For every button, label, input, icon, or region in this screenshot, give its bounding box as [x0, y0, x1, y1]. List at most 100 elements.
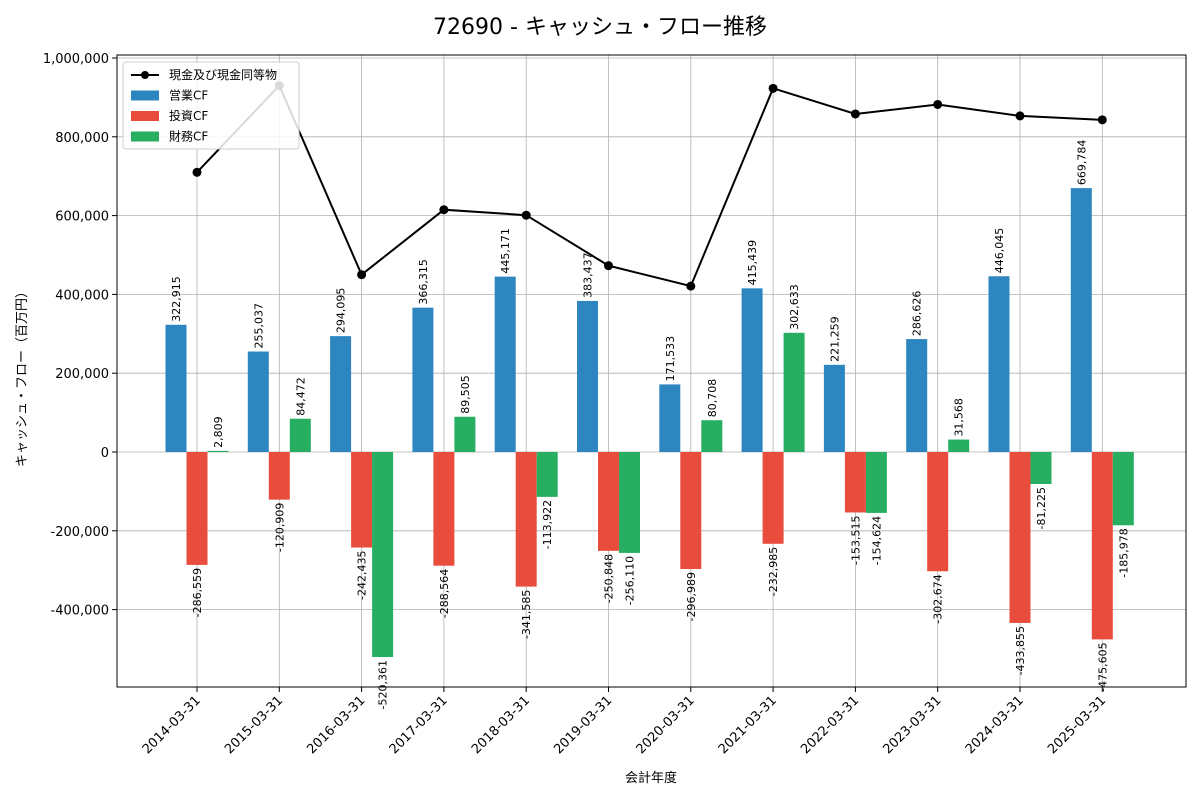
bar-value-label: -286,559	[191, 568, 204, 617]
cash-equivalents-point	[357, 270, 367, 280]
bar-value-label: 446,045	[993, 228, 1006, 274]
bar-value-label: 286,626	[911, 291, 924, 337]
bar-value-label: 84,472	[294, 377, 307, 416]
y-tick-label: 600,000	[55, 210, 109, 225]
cash-equivalents-point	[1097, 115, 1107, 125]
cash-equivalents-point	[604, 261, 613, 271]
bar-value-label: 255,037	[252, 303, 265, 349]
cash-equivalents-point	[850, 109, 860, 119]
y-axis-label: キャッシュ・フロー（百万円）	[15, 285, 30, 467]
bar-value-label: -250,848	[603, 554, 616, 603]
bar-value-label: -81,225	[1035, 487, 1048, 529]
y-tick-label: -400,000	[51, 604, 109, 619]
y-tick-label: 200,000	[55, 367, 109, 382]
bar-operating	[165, 324, 187, 452]
bar-value-label: 366,315	[417, 259, 430, 305]
bar-financing	[207, 450, 229, 452]
bar-value-label: 383,437	[582, 252, 595, 298]
bar-operating	[494, 276, 516, 452]
legend-label: 営業CF	[169, 89, 208, 103]
bar-value-label: -120,909	[273, 503, 286, 552]
bar-value-label: 89,505	[459, 375, 472, 414]
cash-equivalents-line	[196, 83, 1103, 288]
bar-operating	[1070, 188, 1092, 452]
bar-value-label: -185,978	[1117, 528, 1130, 577]
bar-value-label: -520,361	[377, 660, 390, 709]
data-labels-layer: 322,915 255,037 294,095 366,315 445,171 383,4…	[170, 140, 1130, 710]
bar-financing	[372, 452, 394, 658]
bar-investing	[186, 452, 208, 565]
bar-financing	[1030, 452, 1052, 485]
bar-operating	[577, 300, 598, 452]
cash-equivalents-point	[521, 210, 531, 220]
bar-investing	[433, 452, 455, 566]
legend-box	[122, 61, 300, 150]
bars-layer	[165, 188, 1134, 658]
bar-financing	[701, 420, 723, 452]
bar-financing	[783, 332, 805, 452]
bar-financing	[454, 416, 476, 452]
bar-value-label: -154,624	[870, 516, 883, 565]
cash-equivalents-point	[439, 205, 449, 215]
bar-investing	[1091, 452, 1113, 640]
chart-title: 72690 - キャッシュ・フロー推移	[433, 15, 767, 40]
bar-value-label: 2,809	[212, 416, 225, 448]
legend-label: 投資CF	[169, 108, 208, 123]
bar-operating	[906, 339, 928, 452]
legend-bar-swatch	[131, 111, 159, 121]
bar-value-label: -232,985	[767, 547, 780, 596]
bar-operating	[330, 336, 352, 452]
bar-value-label: -475,605	[1096, 642, 1109, 691]
legend-label: 財務CF	[169, 129, 208, 144]
bar-financing	[948, 439, 970, 452]
bar-value-label: -288,564	[438, 569, 451, 618]
bar-investing	[598, 452, 619, 551]
cash-equivalents-point	[1015, 111, 1025, 121]
y-tick-label: 400,000	[55, 288, 109, 303]
legend-bar-swatch	[131, 131, 159, 142]
bar-investing	[927, 452, 949, 572]
bar-operating	[988, 276, 1010, 452]
bar-value-label: 415,439	[746, 240, 759, 286]
y-tick-label: 0	[101, 446, 109, 461]
bar-value-label: 302,633	[788, 284, 801, 330]
bar-financing	[536, 452, 558, 497]
bar-investing	[844, 452, 866, 513]
bar-investing	[351, 452, 373, 548]
bar-value-label: -296,989	[685, 572, 698, 621]
cash-equivalents-point	[192, 167, 202, 177]
line-layer	[192, 81, 1107, 291]
bar-value-label: 322,915	[170, 276, 183, 322]
bar-operating	[247, 351, 269, 452]
legend-bar-swatch	[131, 90, 159, 101]
legend-label: 現金及び現金同等物	[169, 67, 277, 82]
bar-financing	[1112, 452, 1134, 526]
bar-investing	[515, 452, 537, 587]
bar-value-label: 445,171	[499, 228, 512, 274]
bar-value-label: 171,533	[664, 336, 677, 382]
cash-equivalents-point	[768, 83, 778, 93]
bar-operating	[412, 307, 434, 452]
bar-value-label: -113,922	[541, 500, 554, 549]
y-tick-label: -200,000	[51, 525, 109, 540]
bar-financing	[619, 452, 640, 553]
bar-operating	[823, 364, 845, 452]
bar-operating	[741, 288, 763, 452]
bar-financing	[289, 418, 311, 452]
bar-value-label: -256,110	[624, 556, 637, 605]
bar-value-label: 31,568	[953, 398, 966, 437]
y-tick-label: 1,000,000	[43, 52, 109, 67]
bar-value-label: 669,784	[1075, 140, 1088, 186]
cash-equivalents-point	[933, 99, 943, 109]
bar-investing	[762, 452, 784, 544]
bar-value-label: -302,674	[932, 574, 945, 623]
legend-marker	[141, 71, 149, 79]
bar-operating	[659, 384, 681, 452]
x-axis-label: 会計年度	[625, 770, 677, 786]
bar-value-label: 294,095	[335, 288, 348, 334]
cash-equivalents-point	[686, 281, 696, 291]
bar-investing	[1009, 452, 1031, 623]
